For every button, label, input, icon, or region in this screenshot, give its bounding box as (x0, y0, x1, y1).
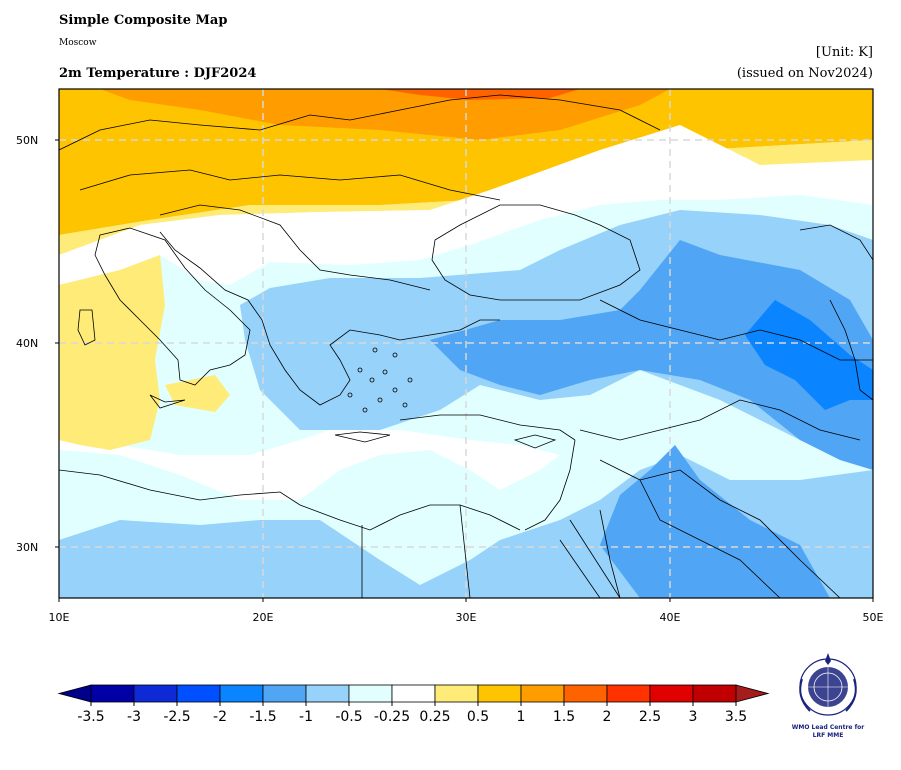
colorbar-segment (649, 684, 694, 703)
variable-title: 2m Temperature : DJF2024 (59, 66, 257, 81)
colorbar-segment (133, 684, 178, 703)
colorbar-high-extend (735, 684, 770, 703)
colorbar-segment (563, 684, 608, 703)
lon-label-50e: 50E (863, 611, 884, 624)
map-subtitle: Moscow (59, 38, 97, 48)
colorbar-tick-label: -1.5 (249, 709, 276, 725)
aegean-islands (347, 347, 413, 413)
colorbar-segment (176, 684, 221, 703)
colorbar-segment (520, 684, 565, 703)
colorbar-segment (606, 684, 651, 703)
coastlines-borders (59, 94, 873, 598)
colorbar-tick-label: 2.5 (639, 709, 661, 725)
lon-label-20e: 20E (253, 611, 274, 624)
wmo-logo (799, 653, 857, 716)
unit-label: [Unit: K] (815, 45, 873, 60)
colorbar-tick-label: 0.5 (467, 709, 489, 725)
logo-caption-line2: LRF MME (813, 732, 844, 739)
colorbar-segment (219, 684, 264, 703)
colorbar-low-extend (57, 684, 92, 703)
colorbar-segment (348, 684, 393, 703)
lat-label-50n: 50N (16, 134, 38, 147)
lon-label-40e: 40E (660, 611, 681, 624)
axis-ticks (55, 139, 874, 602)
colorbar-tick-label: 2 (603, 709, 612, 725)
colorbar-tick-label: 1.5 (553, 709, 575, 725)
colorbar-segment (262, 684, 307, 703)
colorbar-segment (692, 684, 737, 703)
lon-label-10e: 10E (49, 611, 70, 624)
lat-label-30n: 30N (16, 541, 38, 554)
graticule-lines (59, 89, 873, 598)
colorbar-tick-label: 0.25 (419, 709, 450, 725)
logo-caption-line1: WMO Lead Centre for (792, 724, 865, 731)
colorbar-tick-label: 1 (517, 709, 526, 725)
colorbar: -3.5 -3 -2.5 -2 -1.5 -1 -0.5 -0.25 0.25 0.5 1 1.5 2 2… (57, 684, 770, 725)
colorbar-tick-label: -3 (127, 709, 141, 725)
colorbar-tick-label: 3.5 (725, 709, 747, 725)
issued-label: (issued on Nov2024) (736, 66, 873, 81)
colorbar-segment (477, 684, 522, 703)
colorbar-segment (434, 684, 479, 703)
colorbar-tick-label: -0.5 (335, 709, 362, 725)
colorbar-segment (305, 684, 350, 703)
colorbar-tick-label: -0.25 (374, 709, 410, 725)
colorbar-tick-label: -3.5 (77, 709, 104, 725)
colorbar-tick-label: -2 (213, 709, 227, 725)
lat-label-40n: 40N (16, 337, 38, 350)
colorbar-segment (90, 684, 135, 703)
colorbar-tick-label: 3 (689, 709, 698, 725)
map-title: Simple Composite Map (59, 13, 228, 28)
colorbar-tick-label: -2.5 (163, 709, 190, 725)
lon-label-30e: 30E (456, 611, 477, 624)
colorbar-tick-label: -1 (299, 709, 313, 725)
colorbar-segment (391, 684, 436, 703)
